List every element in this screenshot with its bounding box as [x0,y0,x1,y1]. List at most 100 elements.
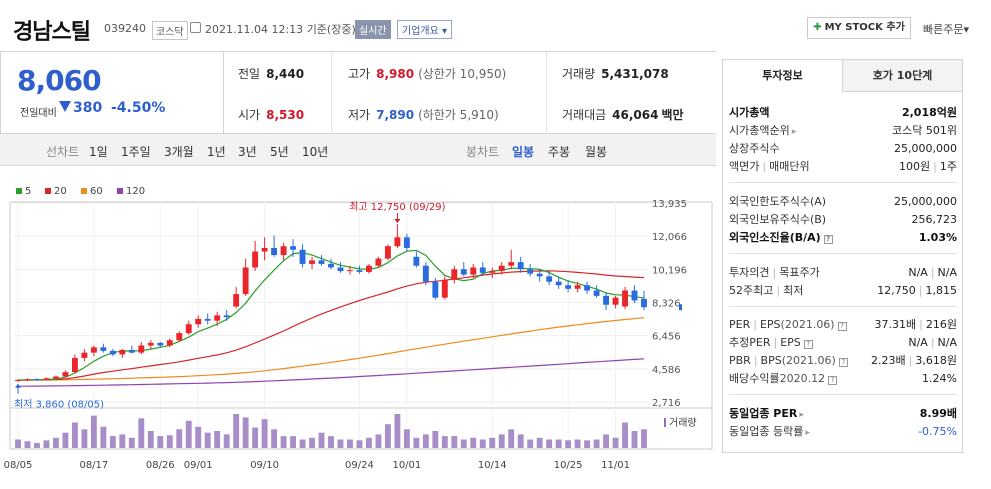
chevron-right-icon: ▸ [799,410,804,420]
volume-bar [365,437,372,448]
candle-body [489,271,496,273]
candle-body [299,249,306,264]
candle-body [24,379,31,381]
volume-bar [498,434,505,448]
candle-body [176,333,183,341]
change-label: 전일대비 [20,108,57,119]
ma-line-60 [18,317,645,381]
info-row-value: 25,000,000 [894,142,957,155]
tab-orderbook[interactable]: 호가 10단계 [843,60,962,92]
quote-time: 2021.11.04 12:13 기준(장중) [205,23,356,36]
quick-order-dropdown[interactable]: 빠른주문▾ [923,23,970,36]
period-1y[interactable]: 1년 [207,145,226,159]
volume-bar [128,437,135,448]
candle-daily[interactable]: 일봉 [512,145,535,159]
volume-bar [195,426,202,448]
info-row-label: 외국인한도주식수(A) [729,195,827,208]
candle-body [271,247,278,256]
x-tick-label: 08/05 [4,460,33,471]
candle-body [584,285,591,291]
volume-bar [81,429,88,448]
chevron-down-icon: ▾ [963,23,970,36]
volume-bar [166,435,173,448]
legend-swatch [16,188,22,194]
help-icon[interactable]: ? [828,376,838,385]
candle-body [119,349,126,355]
volume-bar [271,429,278,448]
candle-body [641,298,647,308]
help-icon[interactable]: ? [823,235,833,244]
info-row-label[interactable]: 시가총액순위 ▸ [729,124,797,137]
candle-body [546,276,553,282]
help-icon[interactable]: ? [838,358,848,367]
x-tick-label: 10/14 [478,460,507,471]
candle-body [384,246,391,259]
current-price-marker [679,304,682,311]
volume-bar [233,414,240,448]
info-row: 동일업종 PER ▸ 8.99배 [729,405,957,423]
period-1d[interactable]: 1일 [89,145,108,159]
candle-body [365,265,372,272]
info-row: 투자의견 | 목표주가 N/A | N/A [729,264,957,282]
volume-bar [451,436,458,448]
period-3m[interactable]: 3개월 [164,145,194,159]
x-tick-label: 08/17 [79,460,108,471]
info-row-label[interactable]: 동일업종 등락률 ▸ [729,425,810,438]
candle-body [375,258,382,266]
high-annotation: 최고 12,750 (09/29) [349,201,445,213]
volume-bar [43,440,50,448]
volume-bar [413,437,420,448]
legend-label: 60 [90,186,103,197]
quote-divider [546,52,547,134]
candle-body [565,285,572,289]
candle-body [337,267,344,272]
price-chart[interactable]: 5 20 60 120 13,935 12,066 10,196 8,326 6,456 4,58… [0,166,716,489]
candle-body [498,265,505,272]
x-tick-label: 09/24 [345,460,374,471]
period-3y[interactable]: 3년 [238,145,257,159]
info-row-label: 배당수익률2020.12? [729,370,838,388]
info-row-label: 투자의견 | 목표주가 [729,266,820,279]
help-icon[interactable]: ? [803,340,813,349]
volume-legend-swatch [664,418,666,427]
candle-body [460,269,467,275]
info-row: 시가총액 2,018억원 [729,104,957,122]
volume-bar [470,437,477,448]
help-icon[interactable]: ? [837,322,847,331]
volume-bar [119,434,126,448]
candle-weekly[interactable]: 주봉 [548,145,571,159]
volume-bar [157,436,164,448]
x-tick-label: 10/01 [392,460,421,471]
mystock-add-button[interactable]: ✚ MY STOCK 추가 [807,17,911,39]
info-row-value: 8.99배 [919,407,957,420]
realtime-button[interactable]: 실시간 [355,20,391,39]
info-row-value: 코스닥 501위 [892,124,957,137]
x-tick-label: 10/25 [554,460,583,471]
candle-body [422,265,429,282]
x-tick-label: 09/10 [250,460,279,471]
volume-bar [603,434,610,448]
y-tick-label: 10,196 [652,265,687,276]
candle-body [290,246,297,250]
tab-investment-info[interactable]: 투자정보 [723,60,843,92]
candle-body [109,350,116,355]
candle-monthly[interactable]: 월봉 [585,145,608,159]
candle-body [441,279,448,298]
volume-bar [394,414,401,448]
candle-body [432,281,439,298]
period-10y[interactable]: 10년 [302,145,329,159]
company-info-dropdown[interactable]: 기업개요 ▾ [397,20,453,39]
stock-code: 039240 [104,22,146,35]
info-row: 외국인보유주식수(B) 256,723 [729,211,957,229]
period-1w[interactable]: 1주일 [121,145,151,159]
volume-bar [90,415,97,448]
volume-bar [384,424,391,448]
info-row: 추정PER | EPS? N/A | N/A [729,334,957,352]
info-row-value: 12,750 | 1,815 [877,284,957,297]
info-row: 외국인소진율(B/A)? 1.03% [729,229,957,247]
volume-bar [290,436,297,448]
volume-bar [138,418,145,448]
info-row-label[interactable]: 동일업종 PER ▸ [729,407,804,420]
period-5y[interactable]: 5년 [270,145,289,159]
x-tick-label: 09/01 [184,460,213,471]
